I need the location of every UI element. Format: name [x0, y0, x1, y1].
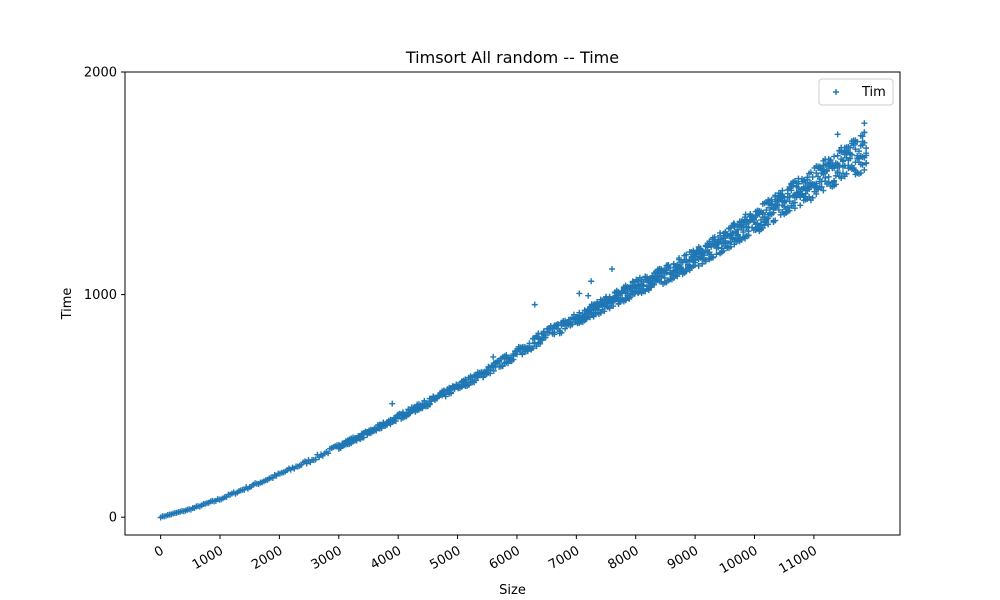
x-tick-label: 8000 [606, 543, 642, 573]
x-axis-label: Size [499, 583, 526, 598]
y-tick-label: 0 [109, 511, 117, 526]
chart-title: Timsort All random -- Time [405, 48, 619, 67]
x-tick-label: 1000 [190, 543, 226, 573]
x-tick-label: 11000 [777, 543, 820, 577]
x-tick-label: 0 [152, 543, 167, 560]
plot-area [125, 72, 900, 535]
x-tick-label: 7000 [546, 543, 582, 573]
x-axis-ticks: 0 1000 2000 3000 4000 5000 6000 7000 8000 9000 100… [152, 535, 820, 577]
x-tick-label: 5000 [427, 543, 463, 573]
x-tick-label: 4000 [368, 543, 404, 573]
y-axis-ticks: 0 1000 2000 [84, 66, 125, 526]
legend: Tim [819, 79, 893, 105]
legend-label: Tim [861, 85, 886, 100]
x-tick-label: 3000 [309, 543, 345, 573]
y-tick-label: 1000 [84, 288, 117, 303]
x-tick-label: 9000 [665, 543, 701, 573]
x-tick-label: 6000 [487, 543, 523, 573]
x-tick-label: 2000 [249, 543, 285, 573]
x-tick-label: 10000 [717, 543, 760, 577]
y-tick-label: 2000 [84, 66, 117, 81]
y-axis-label: Time [60, 288, 75, 321]
